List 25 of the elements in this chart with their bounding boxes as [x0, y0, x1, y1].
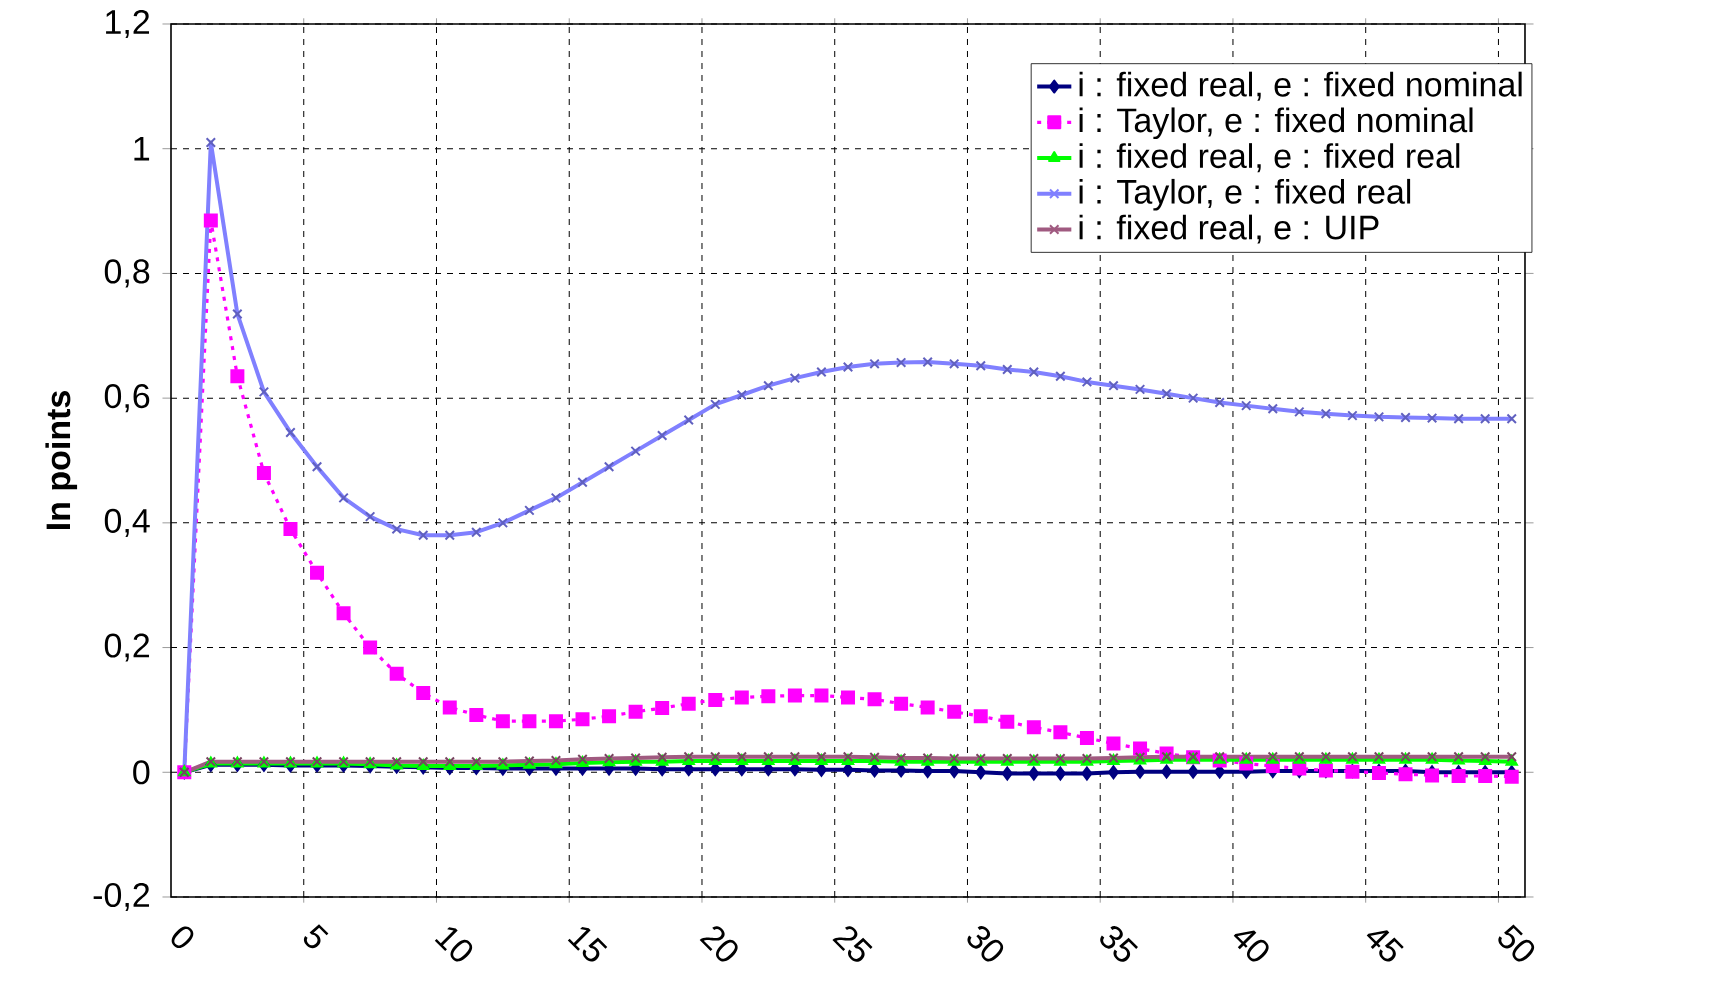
x-tick-label: 25 — [832, 926, 873, 962]
y-tick-label: 0,4 — [104, 508, 150, 537]
y-tick-label: 0,8 — [104, 259, 150, 288]
x-tick-label: 0 — [171, 926, 194, 949]
y-tick-label: 0 — [133, 760, 150, 785]
x-tick-label: 10 — [434, 927, 473, 962]
x-tick-label: 50 — [1498, 924, 1535, 962]
y-tick-label: 0,2 — [104, 633, 150, 662]
legend-label: i : Taylor, e : fixed real — [1079, 178, 1411, 211]
x-tick-label: 20 — [699, 926, 738, 962]
legend-label: i : fixed real, e : fixed nominal — [1079, 71, 1522, 101]
y-tick-label: 1 — [134, 137, 150, 161]
y-tick-label: 0,6 — [104, 384, 150, 413]
y-tick-label: 1,2 — [106, 9, 150, 39]
legend-label: i : Taylor, e : fixed nominal — [1079, 107, 1473, 140]
x-tick-label: 45 — [1366, 930, 1404, 962]
legend-label: i : fixed real, e : fixed real — [1079, 143, 1460, 173]
legend-label: i : fixed real, e : UIP — [1079, 214, 1379, 244]
x-tick-label: 5 — [303, 924, 329, 949]
x-tick-label: 35 — [1100, 926, 1138, 962]
x-tick-label: 30 — [967, 926, 1004, 962]
x-tick-label: 15 — [567, 927, 608, 962]
y-tick-label: -0,2 — [93, 882, 150, 912]
y-axis-title: In points — [45, 391, 78, 530]
x-tick-label: 40 — [1233, 930, 1269, 962]
